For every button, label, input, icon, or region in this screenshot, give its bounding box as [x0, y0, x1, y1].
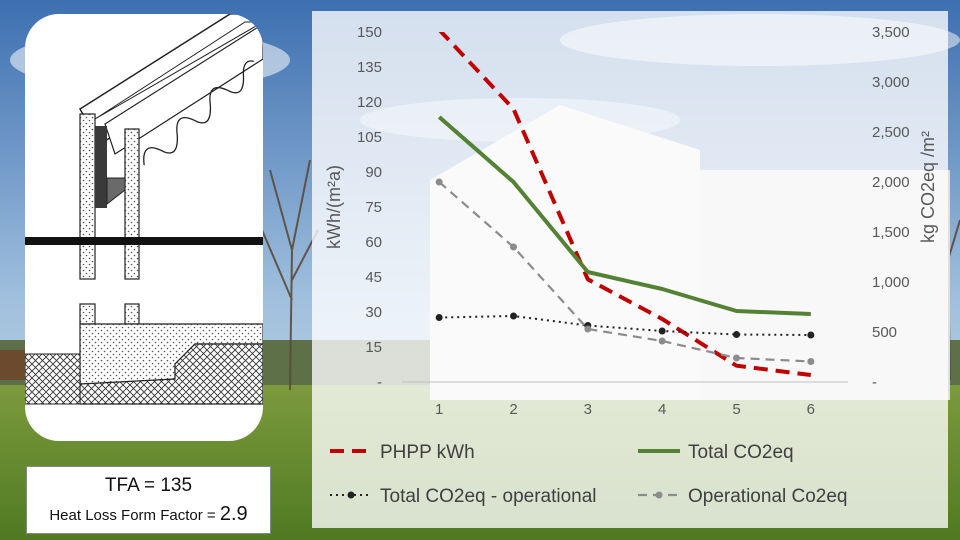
- energy-co2-line-chart: -153045607590105120135150-5001,0001,5002…: [324, 24, 938, 507]
- y-left-tick-label: -: [377, 374, 382, 391]
- series-point-4: [658, 337, 666, 345]
- legend-swatch-point-4: [655, 491, 663, 499]
- construction-detail-card: [25, 14, 263, 441]
- legend-label-4: Operational Co2eq: [688, 486, 848, 507]
- y-right-tick-label: 500: [872, 324, 897, 341]
- y-right-tick-label: 3,500: [872, 24, 910, 41]
- y-right-tick-label: -: [872, 374, 877, 391]
- series-point-3: [435, 314, 443, 321]
- series-line-3: [439, 315, 811, 336]
- x-tick-label: 2: [509, 401, 517, 418]
- construction-section-drawing: [25, 14, 263, 405]
- heat-loss-form-factor-line: Heat Loss Form Factor = 2.9: [27, 503, 270, 526]
- y-left-tick-label: 105: [357, 129, 382, 146]
- y-left-tick-label: 15: [365, 339, 382, 356]
- series-point-4: [435, 178, 443, 186]
- series-point-3: [658, 327, 666, 335]
- legend-label-2: Total CO2eq: [688, 442, 794, 463]
- tfa-label: TFA = 135: [104, 475, 193, 496]
- x-tick-label: 4: [658, 401, 666, 418]
- y-left-tick-label: 45: [365, 269, 382, 286]
- y-left-tick-label: 135: [357, 59, 382, 76]
- legend-swatch-point-3: [347, 491, 355, 499]
- y-left-tick-label: 90: [365, 164, 382, 181]
- x-tick-label: 1: [435, 401, 443, 418]
- legend-label-3: Total CO2eq - operational: [380, 486, 597, 507]
- chart-panel: -15 30 45 60 75 90 105 120 135 150-500 1,000 1,500 2…: [312, 11, 948, 528]
- y-left-tick-label: 120: [357, 94, 382, 111]
- x-tick-label: 3: [584, 401, 592, 418]
- series-point-3: [510, 312, 517, 320]
- y-left-tick-label: 75: [365, 199, 382, 216]
- series-point-4: [807, 358, 815, 365]
- series-line-4: [438, 181, 811, 363]
- series-point-4: [733, 354, 740, 362]
- y-right-axis-title: kg CO2eq /m²: [918, 131, 938, 243]
- y-left-axis-title: kWh/(m²a): [324, 165, 344, 249]
- series-line-1: [438, 32, 812, 377]
- series-point-3: [807, 331, 815, 339]
- x-tick-label: 5: [732, 401, 740, 418]
- y-right-tick-label: 2,500: [872, 124, 910, 141]
- heat-loss-form-factor-label: Heat Loss Form Factor =: [49, 507, 220, 524]
- series-point-3: [733, 331, 740, 338]
- y-right-tick-label: 3,000: [872, 74, 910, 91]
- series-point-4: [510, 243, 517, 251]
- series-point-4: [584, 325, 592, 333]
- y-left-tick-label: 30: [365, 304, 382, 321]
- y-right-tick-label: 1,000: [872, 274, 910, 291]
- y-right-tick-label: 2,000: [872, 174, 910, 191]
- tfa-info-box: TFA = 135 Heat Loss Form Factor = 2.9: [26, 466, 271, 534]
- y-right-tick-label: 1,500: [872, 224, 910, 241]
- y-left-tick-label: 60: [365, 234, 382, 251]
- x-tick-label: 6: [807, 401, 815, 418]
- y-left-tick-label: 150: [357, 24, 382, 41]
- series-line-2: [437, 115, 811, 316]
- legend-label-1: PHPP kWh: [380, 442, 475, 463]
- heat-loss-form-factor-value: 2.9: [219, 503, 248, 525]
